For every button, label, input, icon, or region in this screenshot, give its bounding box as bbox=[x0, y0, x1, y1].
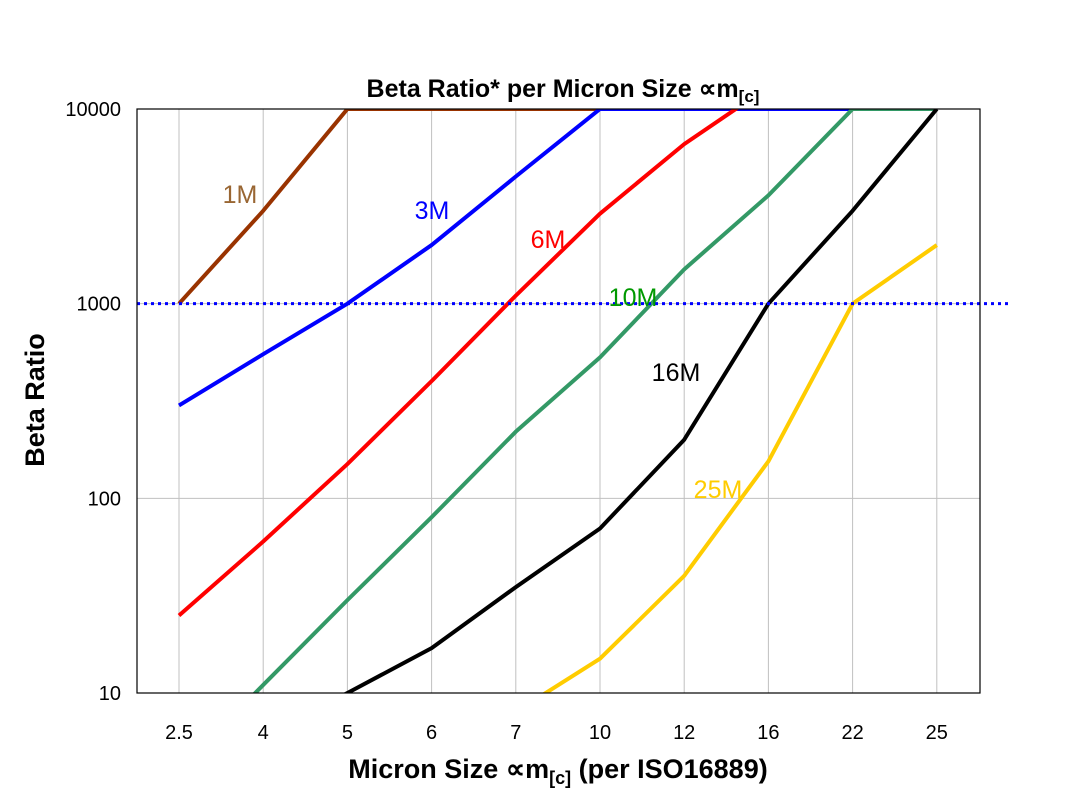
x-tick-label: 6 bbox=[426, 722, 437, 744]
x-tick-label: 22 bbox=[841, 722, 863, 744]
x-tick-label: 2.5 bbox=[165, 722, 193, 744]
x-tick-label: 7 bbox=[510, 722, 521, 744]
x-tick-label: 4 bbox=[258, 722, 269, 744]
x-tick-label: 12 bbox=[673, 722, 695, 744]
y-tick-label: 1000 bbox=[77, 294, 122, 316]
series-line-16m bbox=[343, 109, 939, 693]
x-tick-label: 10 bbox=[589, 722, 611, 744]
y-tick-label: 10000 bbox=[65, 99, 121, 121]
x-axis-title: Micron Size ∝m[c] (per ISO16889) bbox=[348, 754, 767, 788]
series-line-6m bbox=[177, 109, 740, 618]
series-labels: 1M 3M 6M 10M 16M 25M bbox=[223, 181, 743, 504]
series-label-6m: 6M bbox=[531, 226, 566, 254]
series-label-16m: 16M bbox=[652, 359, 701, 387]
series-label-10m: 10M bbox=[609, 284, 658, 312]
series-lines bbox=[177, 109, 939, 693]
x-tick-label: 25 bbox=[926, 722, 948, 744]
chart-title: Beta Ratio* per Micron Size ∝m[c] bbox=[367, 75, 760, 106]
x-tick-label: 16 bbox=[757, 722, 779, 744]
y-tick-label: 10 bbox=[99, 683, 121, 705]
y-tick-labels: 10 100 1000 10000 bbox=[65, 99, 121, 705]
series-label-3m: 3M bbox=[415, 197, 450, 225]
series-line-3m bbox=[177, 109, 937, 408]
series-label-1m: 1M bbox=[223, 181, 258, 209]
series-line-25m bbox=[541, 243, 938, 693]
x-tick-label: 5 bbox=[342, 722, 353, 744]
y-axis-title: Beta Ratio bbox=[20, 333, 50, 467]
series-line-10m bbox=[252, 109, 937, 693]
series-line-1m bbox=[177, 109, 937, 306]
y-tick-label: 100 bbox=[88, 488, 121, 510]
plot-frame bbox=[136, 108, 981, 694]
gridlines bbox=[137, 108, 980, 694]
x-tick-labels: 2.5 4 5 6 7 10 12 16 22 25 bbox=[165, 722, 948, 744]
series-label-25m: 25M bbox=[694, 476, 743, 504]
